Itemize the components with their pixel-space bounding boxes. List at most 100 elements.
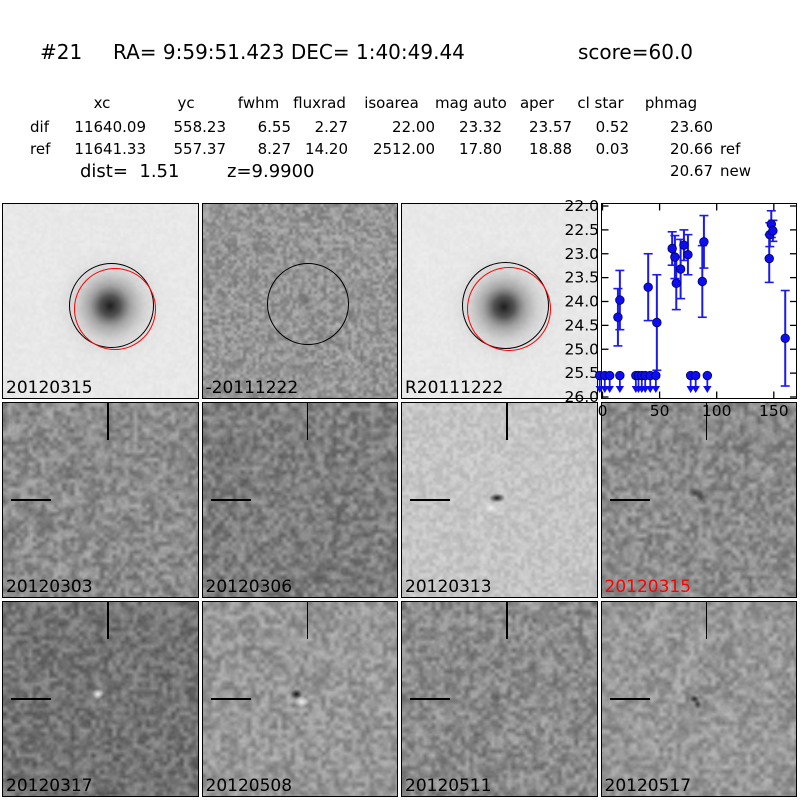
detection-point xyxy=(767,226,778,236)
upper-limit-point xyxy=(604,370,614,381)
row-label: dif xyxy=(30,118,49,136)
limit-arrowhead xyxy=(702,386,712,394)
detection-point xyxy=(766,219,776,229)
redshift-value: z=9.9900 xyxy=(227,161,315,182)
upper-limit-point xyxy=(645,370,655,381)
red-aperture-circle xyxy=(74,268,156,350)
stamp-date-label: 20120303 xyxy=(6,577,93,597)
stamp-grid: 20120315 -20111222 R20111222 22.0 22.5 23.0 23… xyxy=(2,197,797,797)
stamp-date-label: 20120315 xyxy=(604,577,692,597)
crosshair-tick-top xyxy=(506,403,508,440)
table-value: 0.03 xyxy=(595,140,629,158)
detection-point xyxy=(764,253,774,264)
crosshair-tick-top xyxy=(107,403,109,440)
limit-arrowhead xyxy=(615,386,624,394)
table-value: 23.60 xyxy=(670,118,713,136)
column-header: aper xyxy=(519,94,555,112)
column-header: fluxrad xyxy=(293,94,346,112)
stamp-panel-20120303: 20120303 xyxy=(2,402,199,598)
table-value: 557.37 xyxy=(173,140,227,158)
dist-value: dist= 1.51 xyxy=(80,161,180,182)
table-row-ref: ref 11641.33 557.37 8.27 14.20 2512.00 17.80 18… xyxy=(30,138,766,160)
stamp-panel-20111222: -20111222 xyxy=(201,203,398,399)
limit-arrowhead xyxy=(645,386,654,394)
upper-limit-point xyxy=(685,370,695,381)
table-value: 23.32 xyxy=(459,118,502,136)
table-value: 2512.00 xyxy=(372,140,435,158)
detection-point xyxy=(614,295,625,305)
column-header: mag auto xyxy=(435,94,507,112)
info-line: dist= 1.51 z=9.9900 xyxy=(0,161,800,185)
table-value: 20.66 xyxy=(670,140,713,158)
upper-limit-point xyxy=(702,370,712,381)
crosshair-tick-top xyxy=(306,602,308,639)
table-header-row: xc yc fwhm fluxrad isoarea mag auto aper cl sta… xyxy=(30,92,713,114)
limit-arrowhead xyxy=(633,386,643,394)
stamp-date-label: -20111222 xyxy=(205,378,299,398)
detection-point xyxy=(666,243,677,254)
column-header: fwhm xyxy=(237,94,280,112)
detection-point xyxy=(669,252,680,262)
new-phmag-suffix: new xyxy=(720,162,752,180)
crosshair-tick-left xyxy=(410,698,450,700)
crosshair-tick-top xyxy=(705,403,707,440)
column-header: xc xyxy=(93,94,111,112)
crosshair-tick-top xyxy=(107,602,109,639)
detection-point xyxy=(612,312,623,322)
stamp-date-label: R20111222 xyxy=(405,378,504,398)
column-header: cl star xyxy=(577,94,624,112)
upper-limit-point xyxy=(599,370,609,381)
table-value: 558.23 xyxy=(173,118,227,136)
stamp-date-label: 20120511 xyxy=(405,776,492,796)
detection-point xyxy=(642,282,653,292)
crosshair-tick-left xyxy=(210,499,251,501)
table-value: 14.20 xyxy=(305,140,348,158)
limit-arrowhead xyxy=(600,386,609,394)
header: #21 RA= 9:59:51.423 DEC= 1:40:49.44 scor… xyxy=(0,40,800,68)
new-phmag-value: 20.67 xyxy=(670,162,713,180)
stamp-date-label: 20120315 xyxy=(6,378,93,398)
detection-point xyxy=(780,333,790,343)
black-aperture-circle xyxy=(266,263,349,345)
limit-arrowhead xyxy=(640,386,649,394)
crosshair-tick-left xyxy=(609,698,650,700)
limit-arrowhead xyxy=(685,386,695,394)
limit-arrowhead xyxy=(690,386,700,394)
limit-arrowhead xyxy=(631,386,640,394)
upper-limit-point xyxy=(640,370,650,381)
crosshair-tick-top xyxy=(506,602,508,639)
table-value: 23.57 xyxy=(529,118,572,136)
candidate-id: #21 xyxy=(40,40,83,64)
limit-arrowhead xyxy=(637,386,646,394)
upper-limit-point xyxy=(630,370,641,381)
column-header: isoarea xyxy=(364,94,419,112)
crosshair-tick-left xyxy=(11,698,51,700)
table-value: 2.27 xyxy=(314,118,348,136)
stamp-panel-20120508: 20120508 xyxy=(201,601,398,797)
stamp-panel-20120306: 20120306 xyxy=(201,402,398,598)
table-value: 0.52 xyxy=(595,118,629,136)
detection-point xyxy=(671,278,681,289)
detection-point xyxy=(675,264,685,274)
table-row-new-phmag: 20.67 new xyxy=(30,160,766,182)
row-suffix: ref xyxy=(720,140,741,158)
stamp-panel-20120313: 20120313 xyxy=(401,402,598,598)
stamp-panel-20120315: 20120315 xyxy=(600,402,797,598)
detection-point xyxy=(697,276,707,287)
stamp-panel-20120511: 20120511 xyxy=(401,601,598,797)
detection-point xyxy=(678,240,689,250)
upper-limit-point xyxy=(636,370,646,381)
table-value: 17.80 xyxy=(459,140,502,158)
stamp-date-label: 20120306 xyxy=(205,577,293,597)
stamp-panel-20120517: 20120517 xyxy=(600,601,797,797)
table-value: 11641.33 xyxy=(74,140,146,158)
crosshair-tick-left xyxy=(11,499,51,501)
limit-arrowhead xyxy=(651,386,660,394)
coordinates: RA= 9:59:51.423 DEC= 1:40:49.44 xyxy=(113,40,465,64)
upper-limit-point xyxy=(614,370,625,381)
upper-limit-point xyxy=(690,370,700,381)
upper-limit-point xyxy=(633,370,643,381)
crosshair-tick-left xyxy=(210,698,251,700)
upper-limit-point xyxy=(650,370,661,381)
